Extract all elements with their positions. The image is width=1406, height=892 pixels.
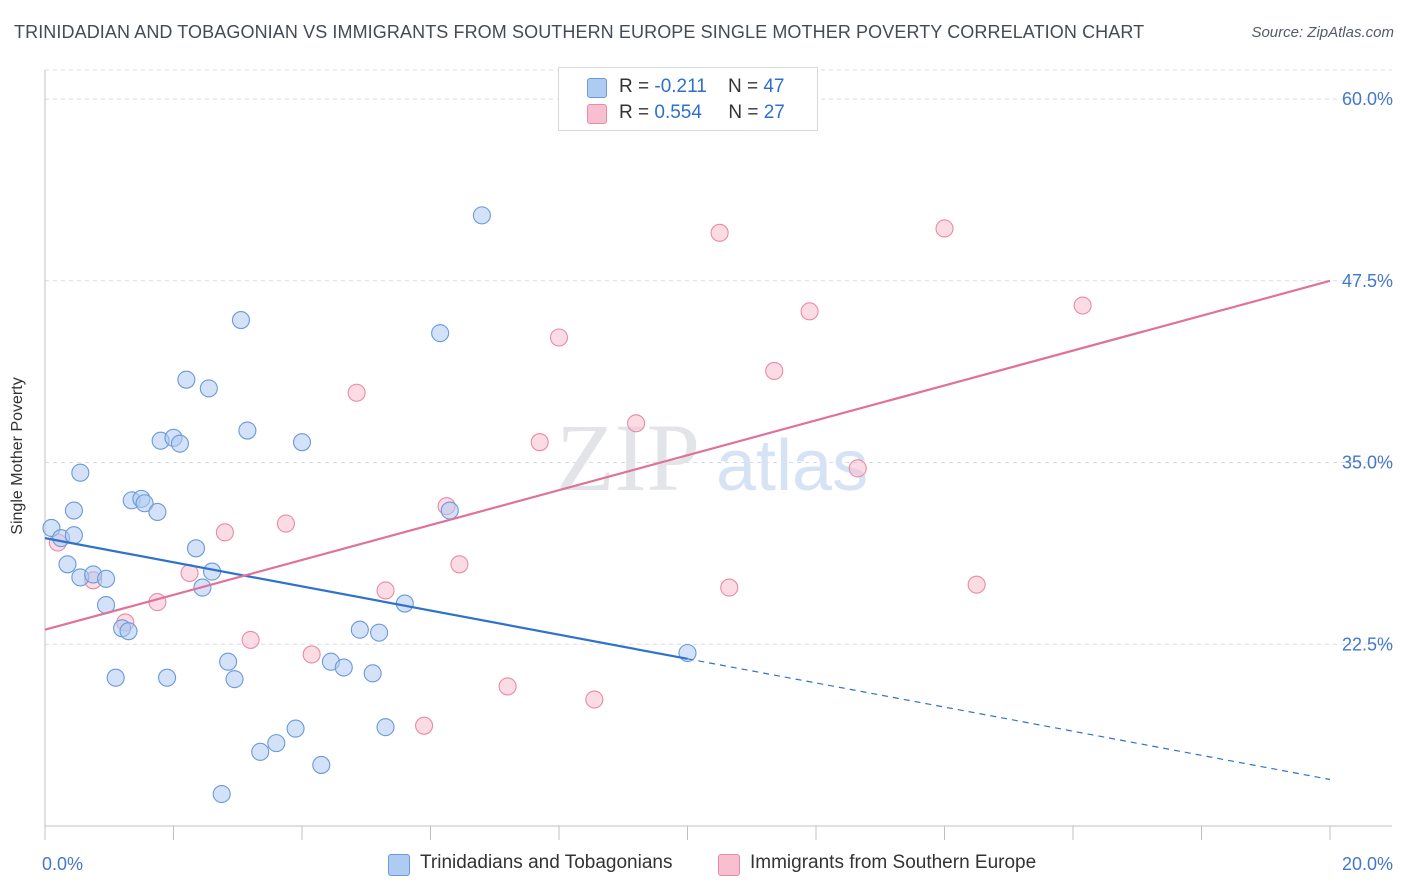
point-blue — [431, 324, 450, 343]
point-blue — [334, 658, 353, 677]
point-pink — [549, 328, 569, 347]
point-pink — [302, 645, 321, 664]
point-blue — [251, 742, 270, 761]
trend-line-blue — [44, 537, 688, 660]
point-blue — [64, 501, 83, 520]
point-pink — [710, 223, 729, 242]
point-pink — [935, 219, 954, 238]
x-tick-label: 0.0% — [42, 854, 83, 874]
point-pink — [450, 555, 469, 574]
axis-layer — [44, 70, 1392, 840]
watermark-atlas: atlas — [716, 426, 868, 506]
point-blue — [376, 718, 395, 737]
legend-n-value: 47 — [763, 76, 785, 97]
bottom-legend-label-pink: Immigrants from Southern Europe — [750, 852, 1037, 873]
legend-r-label: R = — [619, 76, 655, 97]
point-blue — [71, 463, 90, 482]
point-blue — [238, 421, 257, 440]
point-pink — [765, 361, 784, 380]
point-pink — [376, 581, 395, 600]
point-pink — [215, 523, 234, 542]
point-blue — [212, 784, 231, 804]
point-pink — [148, 593, 167, 612]
point-blue — [440, 501, 459, 520]
point-pink — [498, 677, 517, 696]
point-pink — [800, 302, 819, 321]
source-label: Source: ZipAtlas.com — [1251, 24, 1394, 41]
y-tick-label: 47.5% — [1342, 271, 1393, 291]
point-blue — [119, 622, 138, 641]
y-axis-label: Single Mother Poverty — [9, 377, 26, 535]
point-blue — [219, 652, 238, 671]
point-blue — [186, 539, 206, 558]
point-pink — [415, 716, 434, 735]
point-pink — [627, 414, 646, 433]
bottom-legend-label-blue: Trinidadians and Tobagonians — [420, 852, 673, 873]
legend-r-value: -0.211 — [654, 76, 707, 97]
point-pink — [241, 630, 260, 649]
point-blue — [96, 569, 116, 588]
legend-r-value: 0.554 — [654, 102, 702, 123]
point-pink — [530, 433, 549, 452]
point-pink — [967, 575, 986, 594]
x-tick-label: 20.0% — [1342, 854, 1393, 874]
point-blue — [267, 734, 286, 753]
point-pink — [848, 459, 867, 478]
point-blue — [64, 526, 83, 545]
chart-title: TRINIDADIAN AND TOBAGONIAN VS IMMIGRANTS… — [14, 22, 1145, 42]
point-blue — [106, 668, 125, 687]
point-blue — [286, 719, 305, 738]
y-tick-label: 22.5% — [1342, 634, 1393, 654]
point-blue — [135, 494, 154, 513]
point-blue — [177, 370, 196, 389]
point-pink — [720, 578, 739, 597]
legend-r-label: R = — [619, 102, 655, 123]
point-blue — [363, 664, 382, 683]
watermark: ZIP atlas — [556, 404, 868, 511]
legend-n-label: N = — [727, 76, 764, 97]
point-blue — [350, 620, 369, 639]
point-blue — [199, 379, 218, 398]
y-tick-label: 35.0% — [1342, 453, 1393, 473]
trend-line-extension-blue — [687, 658, 1331, 781]
legend-n-label: N = — [728, 102, 764, 123]
point-blue — [225, 670, 244, 689]
legend-swatch-blue — [587, 78, 607, 98]
point-blue — [170, 434, 189, 453]
legend-text-blue: R = -0.211 N = 47 — [619, 76, 784, 98]
point-pink — [585, 690, 604, 709]
grid-layer — [45, 69, 1392, 645]
point-blue — [472, 206, 491, 225]
trend-layer — [44, 279, 1331, 781]
point-blue — [58, 555, 77, 574]
legend: R = -0.211 N = 47 R = 0.554 N = 27 — [558, 67, 818, 131]
point-blue — [148, 502, 167, 522]
legend-n-value: 27 — [763, 102, 785, 123]
point-blue — [312, 755, 331, 774]
legend-swatch-pink — [587, 104, 607, 124]
bottom-legend-swatch-pink — [718, 854, 740, 876]
y-tick-label: 60.0% — [1342, 89, 1393, 109]
point-pink — [276, 514, 295, 533]
point-blue — [370, 623, 389, 642]
point-blue — [231, 311, 251, 330]
point-pink — [1073, 296, 1092, 315]
point-blue — [292, 433, 312, 452]
point-blue — [158, 668, 177, 687]
point-pink — [347, 383, 366, 402]
tick-label-layer: 22.5% 35.0% 47.5% 60.0% 0.0% 20.0% — [42, 89, 1393, 874]
legend-text-pink: R = 0.554 N = 27 — [619, 102, 785, 124]
trend-line-pink — [44, 279, 1331, 631]
bottom-legend-swatch-blue — [388, 854, 410, 876]
